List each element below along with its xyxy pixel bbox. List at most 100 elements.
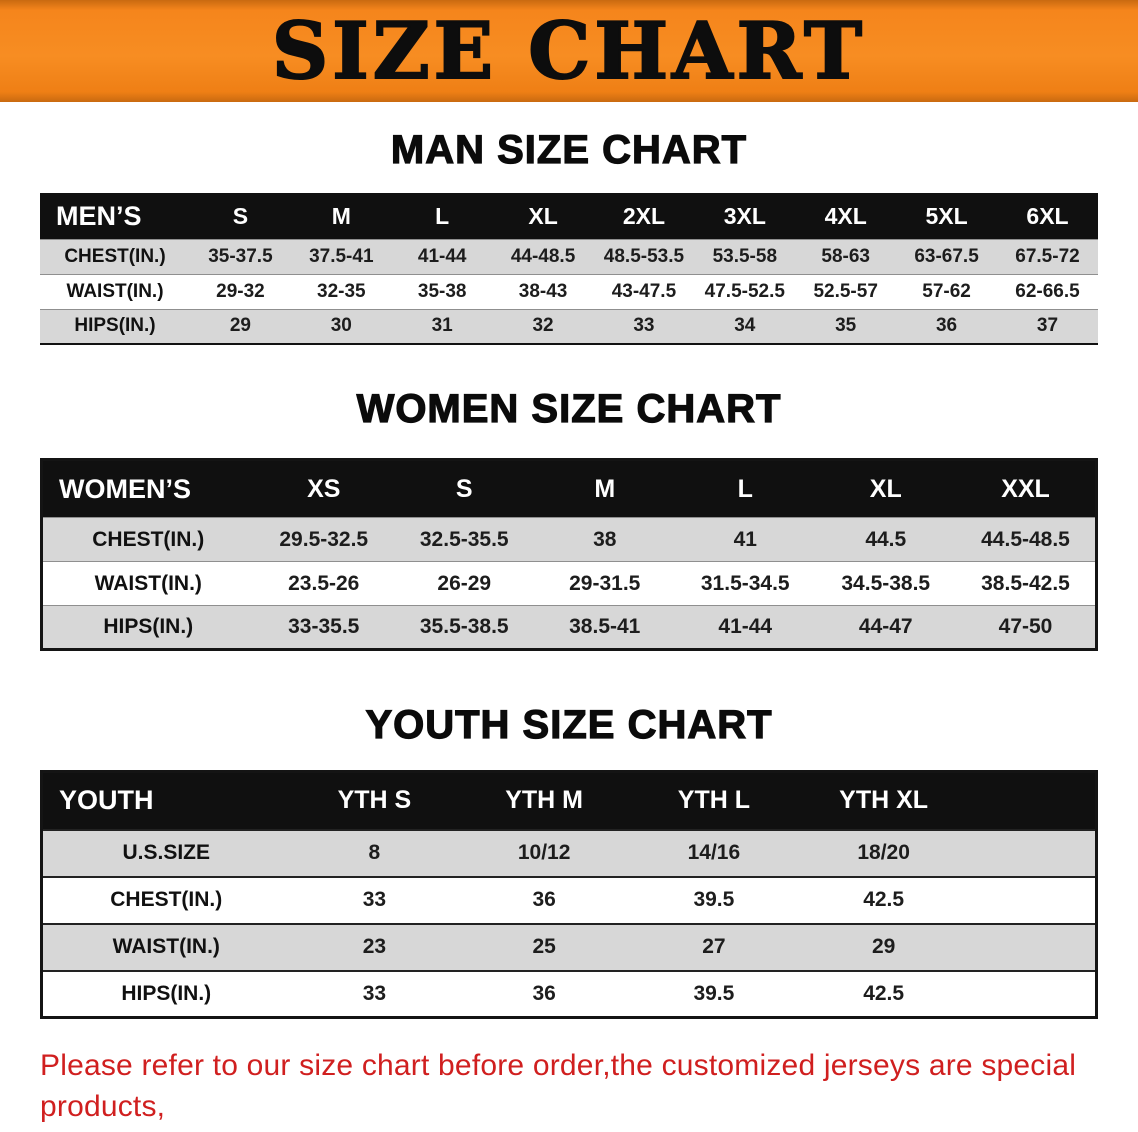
size-value: 29.5-32.5 xyxy=(279,527,369,551)
row-label: U.S.SIZE xyxy=(122,841,211,864)
size-value: 38 xyxy=(593,527,617,551)
men-size-table: MEN’S S M L XL 2XL 3XL 4XL 5XL 6XL CHEST(IN.) 35-37… xyxy=(40,193,1098,345)
size-value: 33 xyxy=(362,981,387,1005)
size-value: 42.5 xyxy=(863,888,905,911)
size-value: 32-35 xyxy=(317,280,366,302)
youth-section-heading: YOUTH SIZE CHART xyxy=(365,702,773,747)
size-column-header: S xyxy=(394,459,535,518)
size-value: 23 xyxy=(362,935,387,958)
disclaimer-line-1: Please refer to our size chart before or… xyxy=(40,1049,1077,1123)
size-value: 18/20 xyxy=(857,841,910,864)
size-value: 37 xyxy=(1036,315,1059,337)
size-value: 44.5-48.5 xyxy=(981,527,1070,551)
size-value: 41-44 xyxy=(417,245,467,267)
table-row: CHEST(IN.) 29.5-32.5 32.5-35.5 38 41 44.5 44.5… xyxy=(41,517,1097,562)
size-value: 39.5 xyxy=(693,981,735,1005)
disclaimer-line-2: we don't accept cancel, change, teturn o… xyxy=(40,1127,1110,1132)
size-value: 33-35.5 xyxy=(288,615,360,638)
banner-title: SIZE CHART xyxy=(271,5,867,98)
table-corner-label: MEN’S xyxy=(40,194,190,239)
row-label: WAIST(IN.) xyxy=(66,280,164,302)
size-value: 34.5-38.5 xyxy=(841,571,931,595)
filler-cell xyxy=(969,877,1097,924)
size-column-header: 2XL xyxy=(593,194,695,239)
size-value: 67.5-72 xyxy=(1015,245,1080,267)
size-column-header: 6XL xyxy=(997,194,1098,239)
size-value: 25 xyxy=(532,935,556,958)
size-value: 38-43 xyxy=(518,280,568,302)
size-value: 52.5-57 xyxy=(813,280,878,302)
size-column-header: 5XL xyxy=(896,194,997,239)
size-chart-banner: SIZE CHART xyxy=(0,0,1138,102)
table-row: CHEST(IN.) 33 36 39.5 42.5 xyxy=(41,876,1097,924)
size-value: 41 xyxy=(733,527,757,551)
size-value: 58-63 xyxy=(821,245,870,267)
size-value: 33 xyxy=(633,315,655,337)
size-column-header: YTH S xyxy=(289,771,460,830)
size-value: 36 xyxy=(532,981,556,1005)
youth-size-table: YOUTH YTH S YTH M YTH L YTH XL U.S.SIZE 8 10/12… xyxy=(40,770,1098,1019)
filler-cell xyxy=(969,830,1097,877)
table-row: CHEST(IN.) 35-37.5 37.5-41 41-44 44-48.5 48.5… xyxy=(40,239,1098,274)
size-value: 26-29 xyxy=(437,571,492,595)
size-column-header: YTH M xyxy=(459,771,629,830)
size-value: 29 xyxy=(229,315,251,337)
size-value: 23.5-26 xyxy=(288,571,360,595)
size-value: 29-31.5 xyxy=(569,571,641,595)
filler-cell xyxy=(969,971,1097,1018)
size-column-header: L xyxy=(391,194,493,239)
table-header-row: MEN’S S M L XL 2XL 3XL 4XL 5XL 6XL xyxy=(40,194,1098,239)
size-column-header: XL xyxy=(815,459,956,518)
size-column-header: XXL xyxy=(956,459,1097,518)
size-column-header: L xyxy=(675,459,816,518)
size-column-header: YTH L xyxy=(629,771,799,830)
size-value: 32 xyxy=(532,315,554,337)
size-value: 27 xyxy=(702,935,726,958)
size-value: 44-47 xyxy=(858,615,913,638)
row-label: HIPS(IN.) xyxy=(103,615,194,638)
row-label: WAIST(IN.) xyxy=(112,935,220,958)
size-value: 44-48.5 xyxy=(510,245,576,267)
size-value: 42.5 xyxy=(863,981,905,1005)
size-value: 47.5-52.5 xyxy=(704,280,785,302)
men-section-heading: MAN SIZE CHART xyxy=(390,127,748,172)
table-corner-label: YOUTH xyxy=(41,771,290,830)
size-value: 62-66.5 xyxy=(1015,280,1080,302)
size-value: 43-47.5 xyxy=(611,280,677,302)
table-row: U.S.SIZE 8 10/12 14/16 18/20 xyxy=(41,829,1097,877)
table-row: WAIST(IN.) 29-32 32-35 35-38 38-43 43-47.5 47.… xyxy=(40,274,1098,309)
table-row: WAIST(IN.) 23.5-26 26-29 29-31.5 31.5-34.5 34… xyxy=(41,561,1097,606)
size-column-header: 4XL xyxy=(795,194,897,239)
women-section-heading: WOMEN SIZE CHART xyxy=(356,386,782,431)
row-label: CHEST(IN.) xyxy=(64,245,166,267)
size-value: 41-44 xyxy=(718,615,773,638)
row-label: CHEST(IN.) xyxy=(92,527,205,551)
size-value: 35-37.5 xyxy=(208,245,273,267)
size-value: 14/16 xyxy=(687,841,741,864)
filler-cell xyxy=(969,924,1097,971)
row-label: HIPS(IN.) xyxy=(74,315,156,337)
size-value: 31 xyxy=(431,315,453,337)
size-value: 38.5-41 xyxy=(569,615,641,638)
size-value: 44.5 xyxy=(865,527,907,551)
table-row: HIPS(IN.) 33-35.5 35.5-38.5 38.5-41 41-44 44-… xyxy=(41,605,1097,650)
disclaimer-text: Please refer to our size chart before or… xyxy=(40,1045,1110,1132)
size-value: 47-50 xyxy=(998,615,1053,638)
table-corner-label: WOMEN’S xyxy=(41,459,254,518)
size-value: 38.5-42.5 xyxy=(981,571,1070,595)
size-value: 34 xyxy=(734,315,756,337)
size-value: 63-67.5 xyxy=(914,245,979,267)
size-value: 48.5-53.5 xyxy=(603,245,685,267)
size-value: 32.5-35.5 xyxy=(419,527,509,551)
table-row: WAIST(IN.) 23 25 27 29 xyxy=(41,923,1097,971)
size-value: 57-62 xyxy=(922,280,971,302)
size-column-header: YTH XL xyxy=(798,771,969,830)
size-value: 8 xyxy=(368,841,381,864)
size-value: 53.5-58 xyxy=(712,245,778,267)
size-value: 33 xyxy=(362,888,387,911)
size-value: 36 xyxy=(532,888,556,911)
size-value: 30 xyxy=(330,315,352,337)
table-row: HIPS(IN.) 33 36 39.5 42.5 xyxy=(41,970,1097,1018)
size-value: 35-38 xyxy=(417,280,467,302)
row-label: WAIST(IN.) xyxy=(94,571,202,595)
